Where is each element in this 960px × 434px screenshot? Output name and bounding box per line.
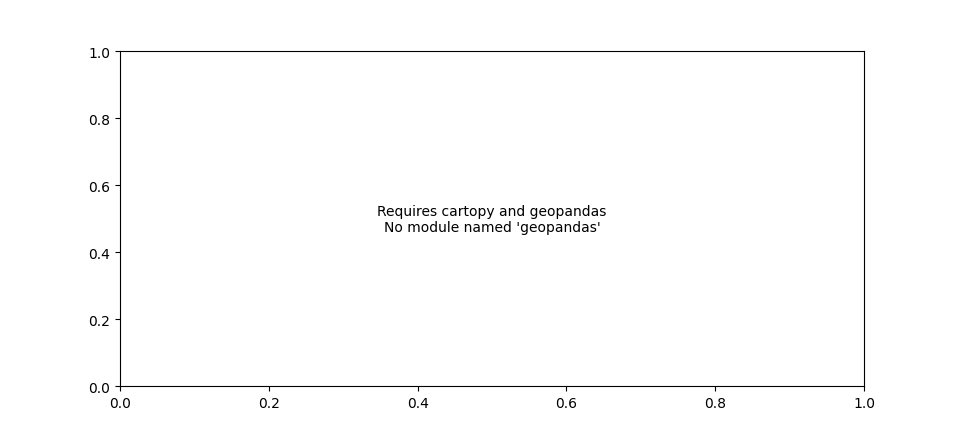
Text: Requires cartopy and geopandas
No module named 'geopandas': Requires cartopy and geopandas No module…	[377, 204, 607, 234]
